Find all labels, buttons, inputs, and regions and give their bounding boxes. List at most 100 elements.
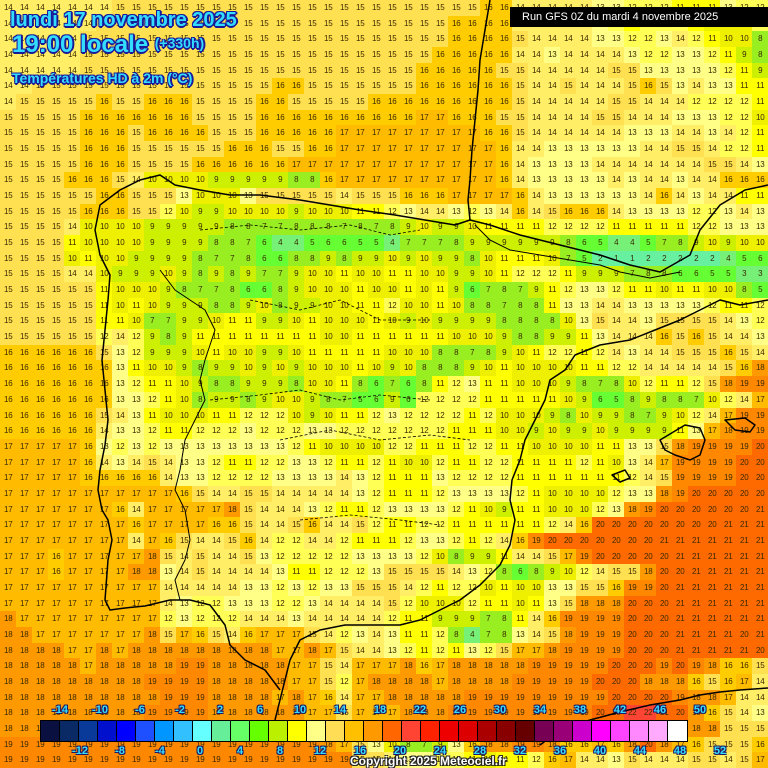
temperature-value: 17: [288, 156, 305, 173]
legend-label-bottom: 24: [433, 745, 447, 757]
temperature-value: 16: [224, 517, 241, 534]
temperature-value: 11: [512, 438, 529, 456]
temperature-value: 14: [528, 47, 545, 64]
temperature-value: 8: [304, 219, 321, 236]
temperature-value: 15: [608, 94, 625, 111]
temperature-value: 10: [352, 313, 369, 330]
temperature-value: 16: [224, 156, 241, 173]
temperature-value: 15: [128, 62, 145, 79]
temperature-value: 17: [112, 611, 129, 628]
temperature-value: 16: [160, 532, 177, 550]
temperature-value: 11: [384, 485, 401, 503]
temperature-value: 14: [176, 548, 193, 565]
temperature-value: 14: [0, 15, 17, 32]
temperature-value: 14: [208, 485, 225, 503]
temperature-value: 15: [336, 31, 353, 48]
temperature-value: 14: [624, 156, 641, 173]
temperature-value: 17: [384, 125, 401, 142]
temperature-value: 19: [176, 658, 193, 675]
temperature-value: 8: [432, 344, 449, 361]
temperature-value: 15: [368, 579, 385, 597]
temperature-value: 18: [160, 658, 177, 675]
temperature-value: 10: [384, 250, 401, 267]
temperature-value: 16: [704, 705, 721, 722]
temperature-value: 21: [720, 564, 737, 581]
temperature-value: 15: [336, 78, 353, 95]
temperature-value: 15: [16, 235, 33, 252]
temperature-value: 15: [16, 94, 33, 111]
temperature-value: 11: [352, 282, 369, 299]
temperature-value: 12: [512, 266, 529, 283]
temperature-value: 17: [384, 172, 401, 189]
temperature-value: 21: [736, 611, 753, 628]
temperature-value: 13: [432, 532, 449, 550]
temperature-value: 13: [656, 203, 673, 220]
temperature-value: 15: [80, 282, 97, 299]
temperature-value: 10: [144, 297, 161, 314]
temperature-value: 14: [224, 564, 241, 581]
temperature-value: 14: [528, 125, 545, 142]
variable-title: Températures HD à 2m (°C): [12, 70, 193, 86]
temperature-value: 20: [624, 548, 641, 565]
temperature-value: 8: [480, 297, 497, 314]
temperature-value: 8: [224, 297, 241, 314]
temperature-value: 17: [64, 595, 81, 612]
temperature-value: 11: [544, 454, 561, 471]
temperature-value: 17: [384, 658, 401, 675]
temperature-value: 13: [352, 470, 369, 487]
temperature-value: 19: [16, 736, 33, 753]
temperature-value: 9: [736, 47, 753, 64]
temperature-value: 9: [688, 235, 705, 252]
temperature-value: 20: [688, 517, 705, 534]
temperature-value: 18: [64, 689, 81, 706]
temperature-value: 16: [32, 344, 49, 361]
temperature-value: 20: [656, 517, 673, 534]
temperature-value: 1: [624, 250, 641, 267]
temperature-value: 13: [384, 626, 401, 644]
temperature-value: 13: [640, 203, 657, 220]
temperature-value: 14: [32, 62, 49, 79]
temperature-value: 16: [32, 423, 49, 440]
temperature-value: 21: [704, 611, 721, 628]
temperature-value: 18: [448, 658, 465, 675]
temperature-value: 19: [144, 673, 161, 691]
temperature-value: 14: [640, 752, 657, 768]
temperature-value: 16: [256, 156, 273, 173]
temperature-value: 10: [560, 391, 577, 408]
temperature-value: 20: [544, 532, 561, 550]
temperature-value: 17: [48, 501, 65, 518]
temperature-value: 8: [528, 329, 545, 346]
temperature-value: 17: [464, 141, 481, 158]
temperature-value: 11: [128, 360, 145, 377]
temperature-value: 16: [336, 109, 353, 126]
temperature-value: 16: [448, 62, 465, 79]
temperature-value: 9: [432, 313, 449, 330]
temperature-value: 8: [448, 548, 465, 565]
temperature-value: 9: [480, 548, 497, 565]
temperature-value: 15: [240, 94, 257, 111]
temperature-value: 10: [320, 376, 337, 393]
temperature-value: 12: [432, 391, 449, 408]
temperature-value: 14: [512, 548, 529, 565]
temperature-value: 12: [432, 752, 449, 768]
temperature-value: 21: [736, 579, 753, 597]
temperature-value: 14: [352, 642, 369, 659]
temperature-value: 15: [224, 78, 241, 95]
temperature-value: 16: [496, 94, 513, 111]
temperature-value: 11: [352, 360, 369, 377]
temperature-value: 10: [288, 344, 305, 361]
temperature-value: 13: [400, 548, 417, 565]
temperature-value: 15: [96, 407, 113, 424]
temperature-value: 19: [192, 689, 209, 706]
temperature-value: 2: [672, 250, 689, 267]
temperature-value: 13: [176, 595, 193, 612]
temperature-value: 20: [592, 517, 609, 534]
temperature-value: 11: [368, 344, 385, 361]
temperature-value: 16: [240, 626, 257, 644]
temperature-value: 10: [384, 344, 401, 361]
temperature-value: 11: [576, 470, 593, 487]
temperature-value: 16: [80, 360, 97, 377]
temperature-value: 17: [480, 188, 497, 205]
temperature-value: 14: [256, 517, 273, 534]
temperature-value: 9: [176, 344, 193, 361]
